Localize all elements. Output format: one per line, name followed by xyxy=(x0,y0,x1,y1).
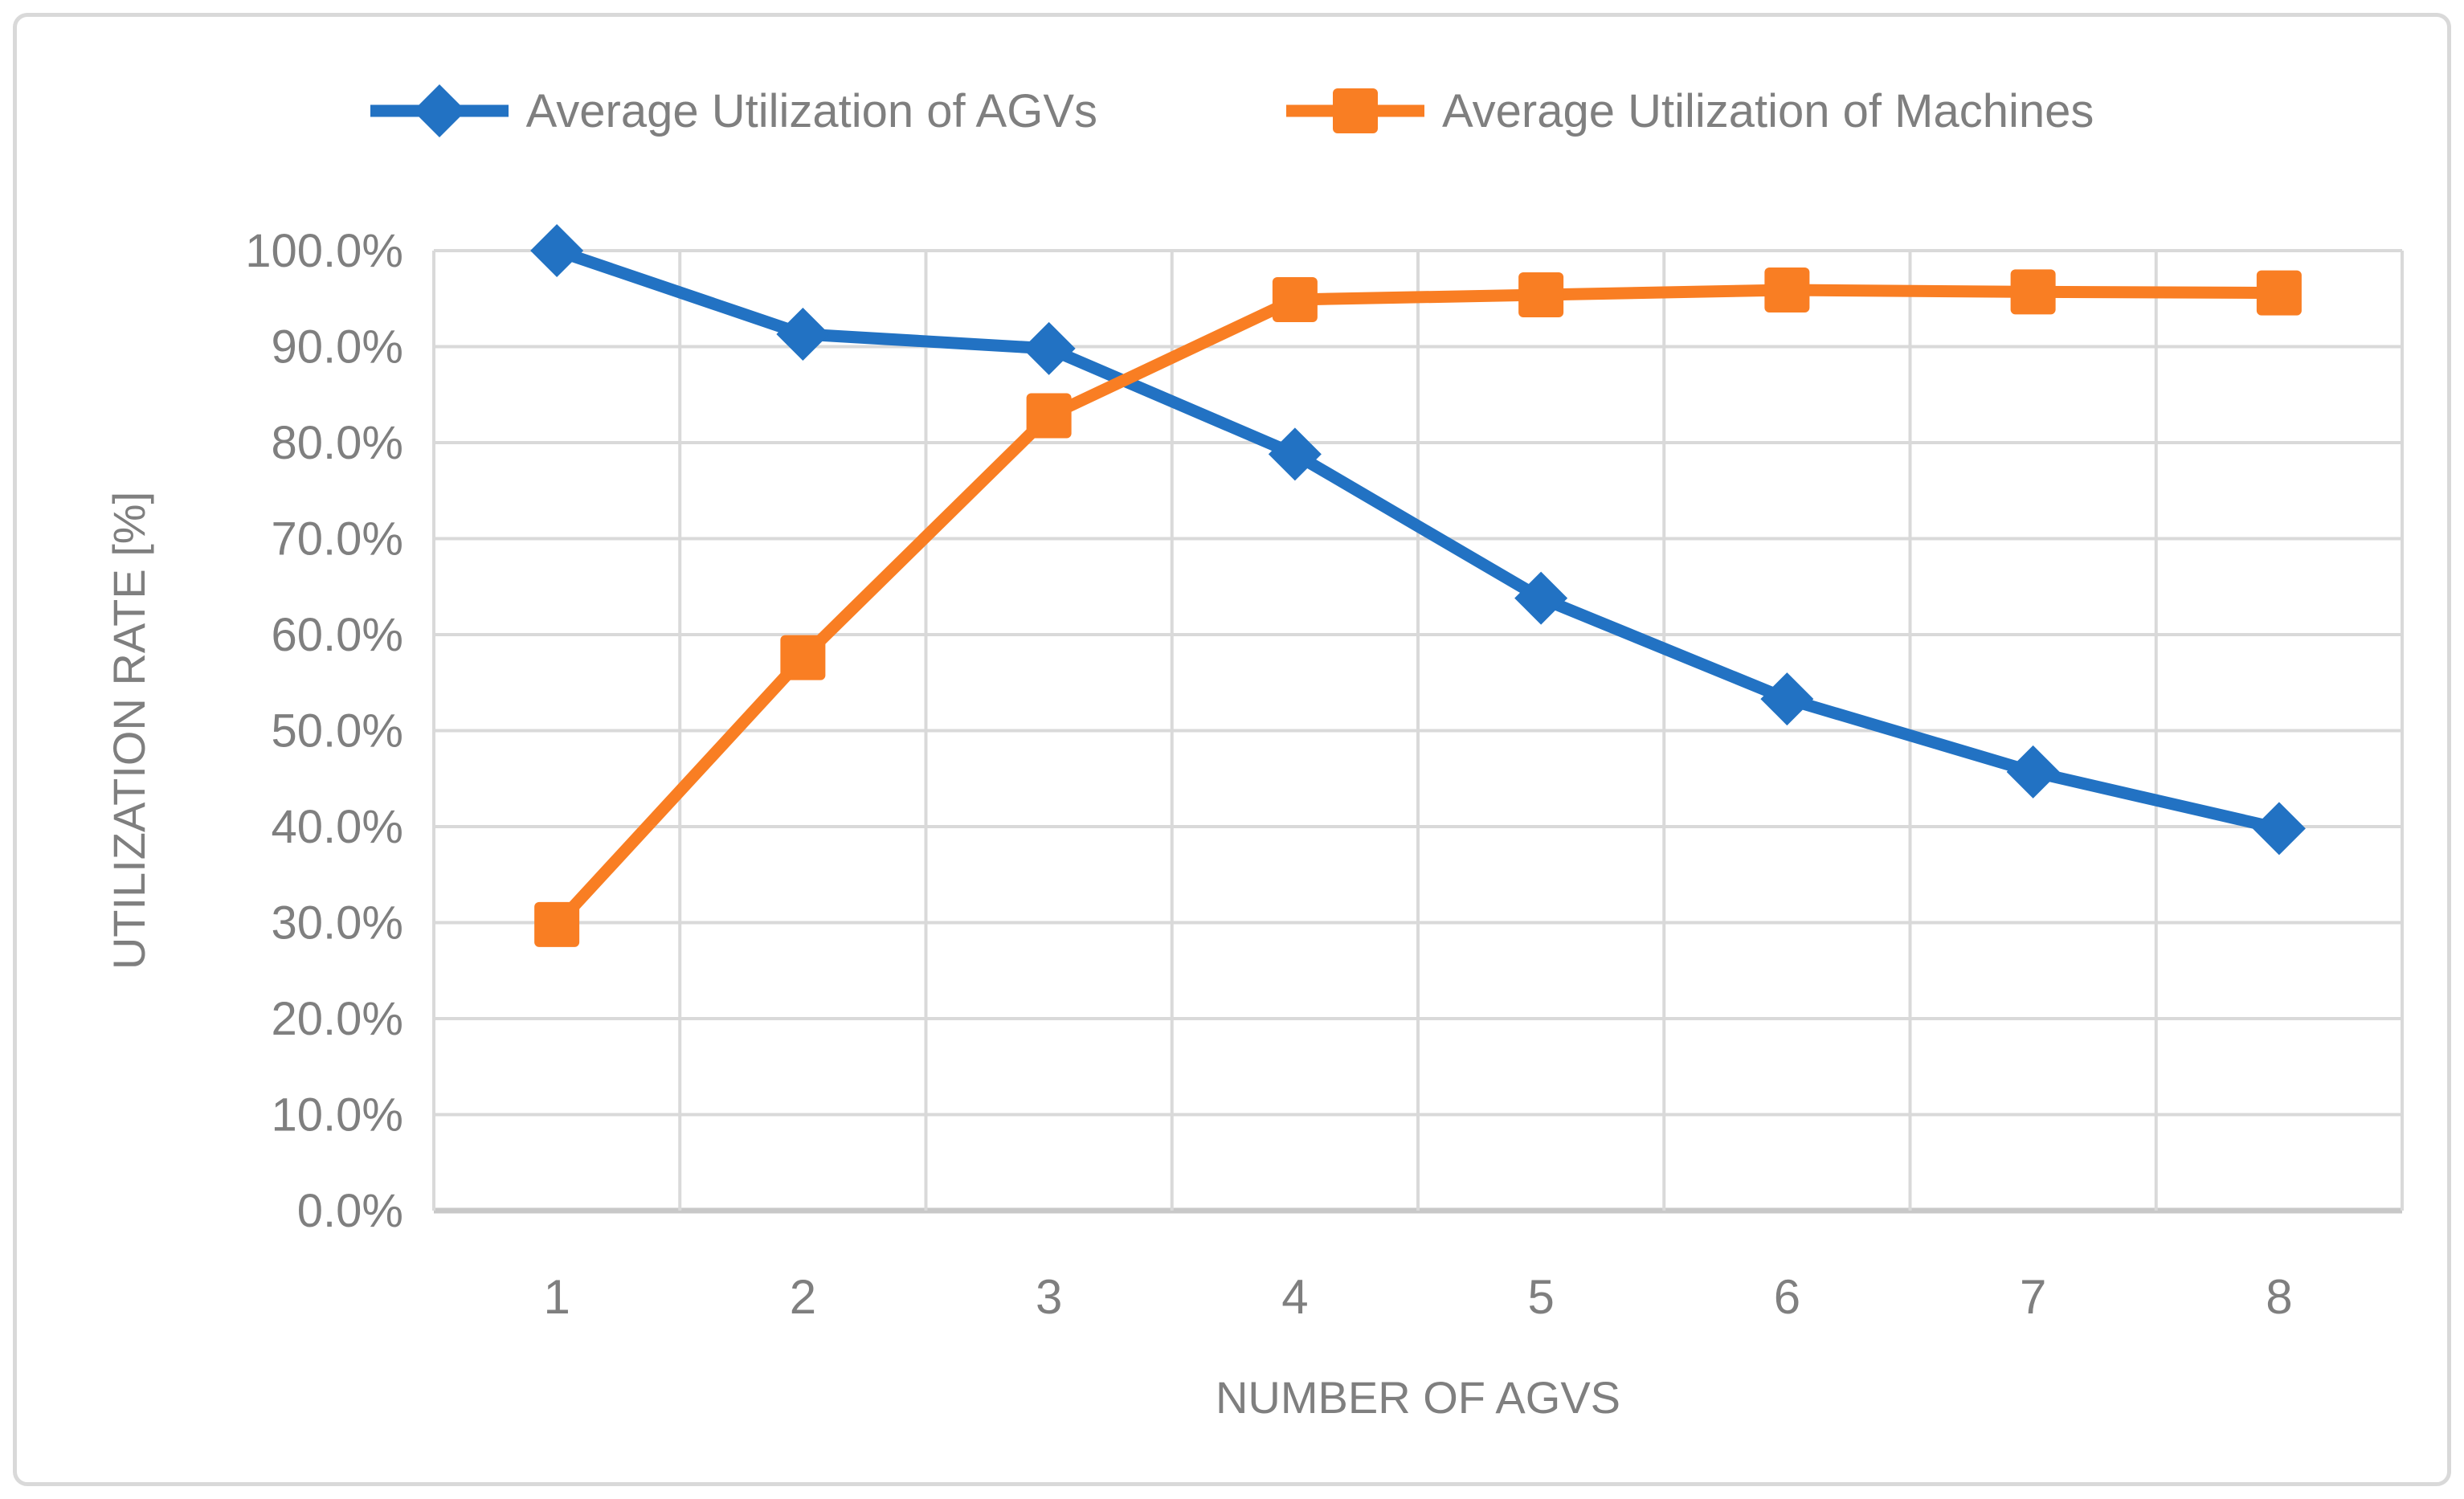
legend-square-marker-icon xyxy=(1286,88,1425,133)
x-tick-label: 8 xyxy=(2266,1270,2292,1324)
legend-label-machines: Average Utilization of Machines xyxy=(1442,84,2094,137)
y-tick-label: 30.0% xyxy=(272,897,403,950)
data-point-marker-series-1 xyxy=(1272,276,1318,322)
legend-marker-shape xyxy=(412,84,466,137)
y-tick-label: 0.0% xyxy=(297,1185,403,1237)
x-tick-label: 6 xyxy=(1774,1270,1800,1324)
series-line-1 xyxy=(550,284,2286,931)
x-tick-label: 3 xyxy=(1036,1270,1062,1324)
legend-item-machines: Average Utilization of Machines xyxy=(1286,77,2094,145)
data-point-marker-series-1 xyxy=(780,635,826,680)
data-point-marker-series-1 xyxy=(534,901,580,947)
y-tick-label: 20.0% xyxy=(272,993,403,1045)
x-tick-label: 4 xyxy=(1281,1270,1308,1324)
data-point-marker-series-1 xyxy=(1518,272,1564,317)
data-point-marker-series-0 xyxy=(776,307,830,361)
x-tick-label: 5 xyxy=(1527,1270,1554,1324)
legend-diamond-marker-icon xyxy=(370,84,509,137)
data-point-marker-series-1 xyxy=(1026,393,1072,439)
data-point-marker-series-0 xyxy=(1514,571,1568,625)
x-tick-label: 1 xyxy=(543,1270,570,1324)
x-axis-title: NUMBER OF AGVS xyxy=(1216,1372,1620,1423)
y-tick-label: 80.0% xyxy=(272,417,403,469)
data-point-marker-series-1 xyxy=(2256,270,2302,316)
data-point-marker-series-1 xyxy=(1764,267,1810,312)
data-point-marker-series-0 xyxy=(1268,427,1322,481)
legend-marker-shape xyxy=(1333,88,1379,133)
legend: Average Utilization of AGVs Average Util… xyxy=(0,77,2464,145)
data-point-marker-series-0 xyxy=(530,224,584,277)
y-tick-label: 40.0% xyxy=(272,801,403,853)
y-tick-label: 90.0% xyxy=(272,321,403,374)
x-tick-label: 2 xyxy=(790,1270,816,1324)
y-axis-title: UTILIZATION RATE [%] xyxy=(104,492,154,970)
data-point-marker-series-0 xyxy=(2006,745,2060,799)
series-line-0 xyxy=(550,244,2286,835)
data-point-marker-series-0 xyxy=(2252,802,2306,856)
legend-label-agvs: Average Utilization of AGVs xyxy=(525,84,1098,137)
legend-item-agvs: Average Utilization of AGVs xyxy=(370,77,1097,145)
y-tick-label: 70.0% xyxy=(272,513,403,566)
x-tick-label: 7 xyxy=(2020,1270,2046,1324)
y-tick-label: 10.0% xyxy=(272,1089,403,1142)
data-point-marker-series-0 xyxy=(1760,672,1814,726)
y-tick-label: 100.0% xyxy=(245,225,403,277)
y-tick-label: 60.0% xyxy=(272,609,403,661)
data-point-marker-series-1 xyxy=(2010,269,2056,315)
y-tick-label: 50.0% xyxy=(272,705,403,758)
data-point-marker-series-0 xyxy=(1022,321,1076,375)
